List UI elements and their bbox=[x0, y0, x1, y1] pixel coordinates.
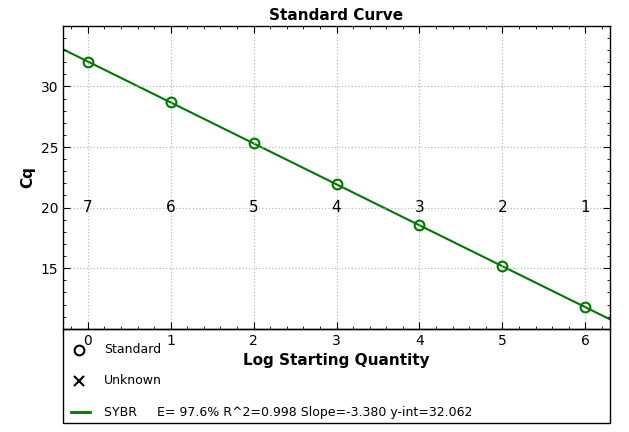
Text: 4: 4 bbox=[331, 200, 342, 215]
Text: 6: 6 bbox=[166, 200, 175, 215]
Y-axis label: Cq: Cq bbox=[20, 166, 35, 188]
X-axis label: Log Starting Quantity: Log Starting Quantity bbox=[243, 353, 430, 368]
Title: Standard Curve: Standard Curve bbox=[269, 8, 404, 23]
Text: 2: 2 bbox=[498, 200, 507, 215]
Text: Unknown: Unknown bbox=[104, 374, 162, 387]
Text: 1: 1 bbox=[581, 200, 590, 215]
Text: 7: 7 bbox=[83, 200, 92, 215]
Text: Standard: Standard bbox=[104, 343, 161, 356]
Text: 5: 5 bbox=[249, 200, 259, 215]
Text: 3: 3 bbox=[415, 200, 425, 215]
Text: SYBR     E= 97.6% R^2=0.998 Slope=-3.380 y-int=32.062: SYBR E= 97.6% R^2=0.998 Slope=-3.380 y-i… bbox=[104, 406, 472, 419]
